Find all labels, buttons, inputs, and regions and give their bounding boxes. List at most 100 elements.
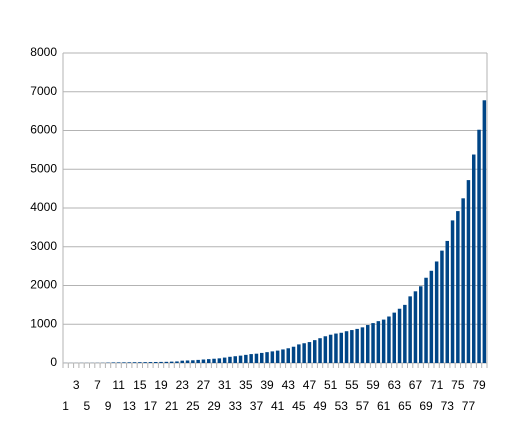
bar (180, 360, 184, 363)
bar (413, 291, 418, 363)
bar (323, 336, 328, 363)
bar (360, 327, 365, 363)
x-tick-label: 35 (239, 378, 253, 392)
bar (222, 357, 227, 363)
y-tick-label: 5000 (30, 161, 57, 175)
bar (419, 286, 423, 363)
x-tick-label: 75 (451, 378, 465, 392)
x-tick-label: 13 (123, 399, 137, 413)
bar (249, 354, 253, 363)
y-tick-label: 6000 (30, 123, 57, 137)
bar (111, 362, 116, 363)
bar (127, 362, 131, 363)
bar (169, 361, 174, 363)
bar (366, 325, 370, 363)
bar (350, 330, 354, 363)
bar (392, 312, 396, 363)
bar (440, 250, 444, 363)
bar (429, 270, 434, 363)
bar (185, 360, 190, 363)
x-tick-label: 19 (154, 378, 168, 392)
bar (191, 360, 195, 363)
x-tick-label: 5 (84, 399, 91, 413)
x-tick-label: 1 (62, 399, 69, 413)
y-tick-label: 2000 (30, 278, 57, 292)
bar (328, 334, 333, 363)
bar (302, 343, 306, 363)
x-tick-label: 7 (94, 378, 101, 392)
bar (403, 304, 407, 363)
bar (376, 321, 381, 363)
bar (408, 296, 412, 363)
bar (228, 356, 232, 363)
x-tick-label: 63 (388, 378, 402, 392)
bar (143, 362, 147, 363)
bar (472, 154, 476, 363)
x-tick-label: 57 (356, 399, 370, 413)
x-tick-label: 17 (144, 399, 158, 413)
y-tick-label: 0 (50, 355, 57, 369)
bar (434, 261, 439, 363)
y-tick-label: 8000 (30, 45, 57, 59)
x-tick-label: 69 (419, 399, 433, 413)
bar (466, 180, 471, 363)
bar (291, 346, 296, 363)
bar (344, 331, 349, 363)
bar (334, 333, 338, 363)
bar (270, 351, 275, 363)
x-tick-label: 59 (366, 378, 380, 392)
x-tick-label: 67 (409, 378, 423, 392)
bar (307, 342, 312, 363)
x-tick-label: 9 (105, 399, 112, 413)
x-tick-label: 73 (441, 399, 455, 413)
x-tick-label: 23 (176, 378, 190, 392)
bar (122, 362, 126, 363)
bar (212, 358, 216, 363)
bar (217, 358, 222, 363)
bar (132, 362, 137, 363)
x-tick-label: 79 (472, 378, 486, 392)
bar (381, 319, 386, 363)
x-tick-label: 37 (250, 399, 264, 413)
bar (138, 362, 142, 363)
bar (339, 332, 343, 363)
bar (254, 353, 259, 363)
x-tick-label: 55 (345, 378, 359, 392)
bar (397, 308, 402, 363)
y-tick-label: 3000 (30, 239, 57, 253)
bar (260, 352, 264, 363)
x-tick-label: 31 (218, 378, 232, 392)
bar (450, 220, 455, 363)
y-tick-label: 4000 (30, 200, 57, 214)
bar (445, 240, 449, 363)
x-tick-label: 45 (292, 399, 306, 413)
y-tick-label: 1000 (30, 316, 57, 330)
x-tick-label: 39 (260, 378, 274, 392)
bar (281, 349, 285, 363)
x-tick-label: 49 (313, 399, 327, 413)
x-tick-label: 53 (335, 399, 349, 413)
x-tick-label: 47 (303, 378, 317, 392)
bar (456, 211, 460, 363)
bar (154, 361, 158, 363)
x-tick-label: 29 (207, 399, 221, 413)
bar (461, 198, 465, 363)
x-tick-label: 51 (324, 378, 338, 392)
bar (355, 328, 359, 363)
bar (265, 352, 269, 363)
x-tick-label: 41 (271, 399, 285, 413)
bar (238, 355, 243, 363)
bar (196, 359, 200, 363)
x-tick-label: 25 (186, 399, 200, 413)
x-tick-label: 21 (165, 399, 179, 413)
bar (116, 362, 121, 363)
x-tick-label: 61 (377, 399, 391, 413)
bar (233, 356, 237, 363)
bar (297, 344, 301, 363)
bar (371, 323, 375, 363)
bar (477, 129, 481, 363)
x-tick-label: 71 (430, 378, 444, 392)
x-tick-label: 3 (73, 378, 80, 392)
